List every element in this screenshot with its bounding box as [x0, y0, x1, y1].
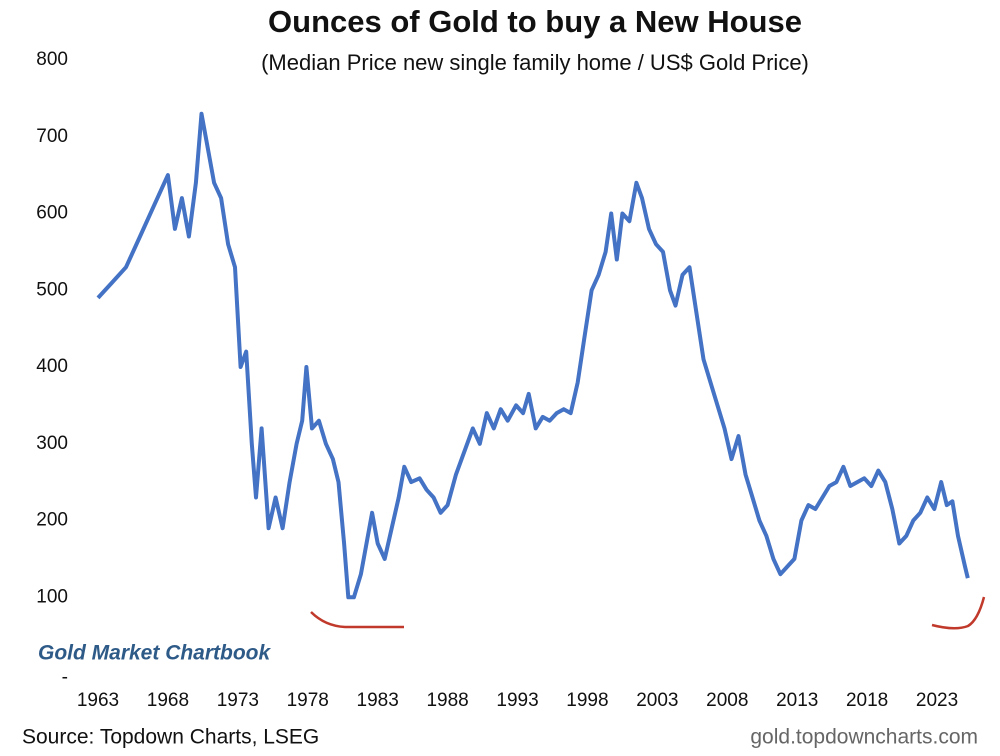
x-tick-label: 2003	[636, 690, 678, 711]
y-tick-label: 100	[36, 586, 68, 607]
x-tick-label: 1983	[357, 690, 399, 711]
y-tick-label: 200	[36, 510, 68, 531]
x-tick-label: 1963	[77, 690, 119, 711]
y-tick-label: 400	[36, 356, 68, 377]
chart-title: Ounces of Gold to buy a New House	[268, 4, 802, 39]
y-tick-label: 500	[36, 279, 68, 300]
x-tick-label: 2013	[776, 690, 818, 711]
x-tick-label: 1993	[496, 690, 538, 711]
x-tick-label: 2008	[706, 690, 748, 711]
website: gold.topdowncharts.com	[750, 726, 978, 749]
data-line	[96, 111, 970, 600]
highlight-curve	[310, 611, 404, 629]
x-tick-label: 1968	[147, 690, 189, 711]
annotation: Gold Market Chartbook	[38, 642, 272, 665]
chart-subtitle: (Median Price new single family home / U…	[261, 50, 809, 75]
x-tick-label: 1988	[426, 690, 468, 711]
y-tick-label: 600	[36, 203, 68, 224]
y-tick-label: 300	[36, 433, 68, 454]
x-tick-label: 1973	[217, 690, 259, 711]
x-tick-label: 1978	[287, 690, 329, 711]
x-tick-label: 2023	[916, 690, 958, 711]
x-tick-label: 1998	[566, 690, 608, 711]
y-tick-label: 800	[36, 49, 68, 70]
source: Source: Topdown Charts, LSEG	[22, 726, 319, 749]
highlight-curve	[931, 596, 986, 630]
y-tick-label: -	[62, 667, 68, 688]
x-tick-label: 2018	[846, 690, 888, 711]
y-tick-label: 700	[36, 126, 68, 147]
